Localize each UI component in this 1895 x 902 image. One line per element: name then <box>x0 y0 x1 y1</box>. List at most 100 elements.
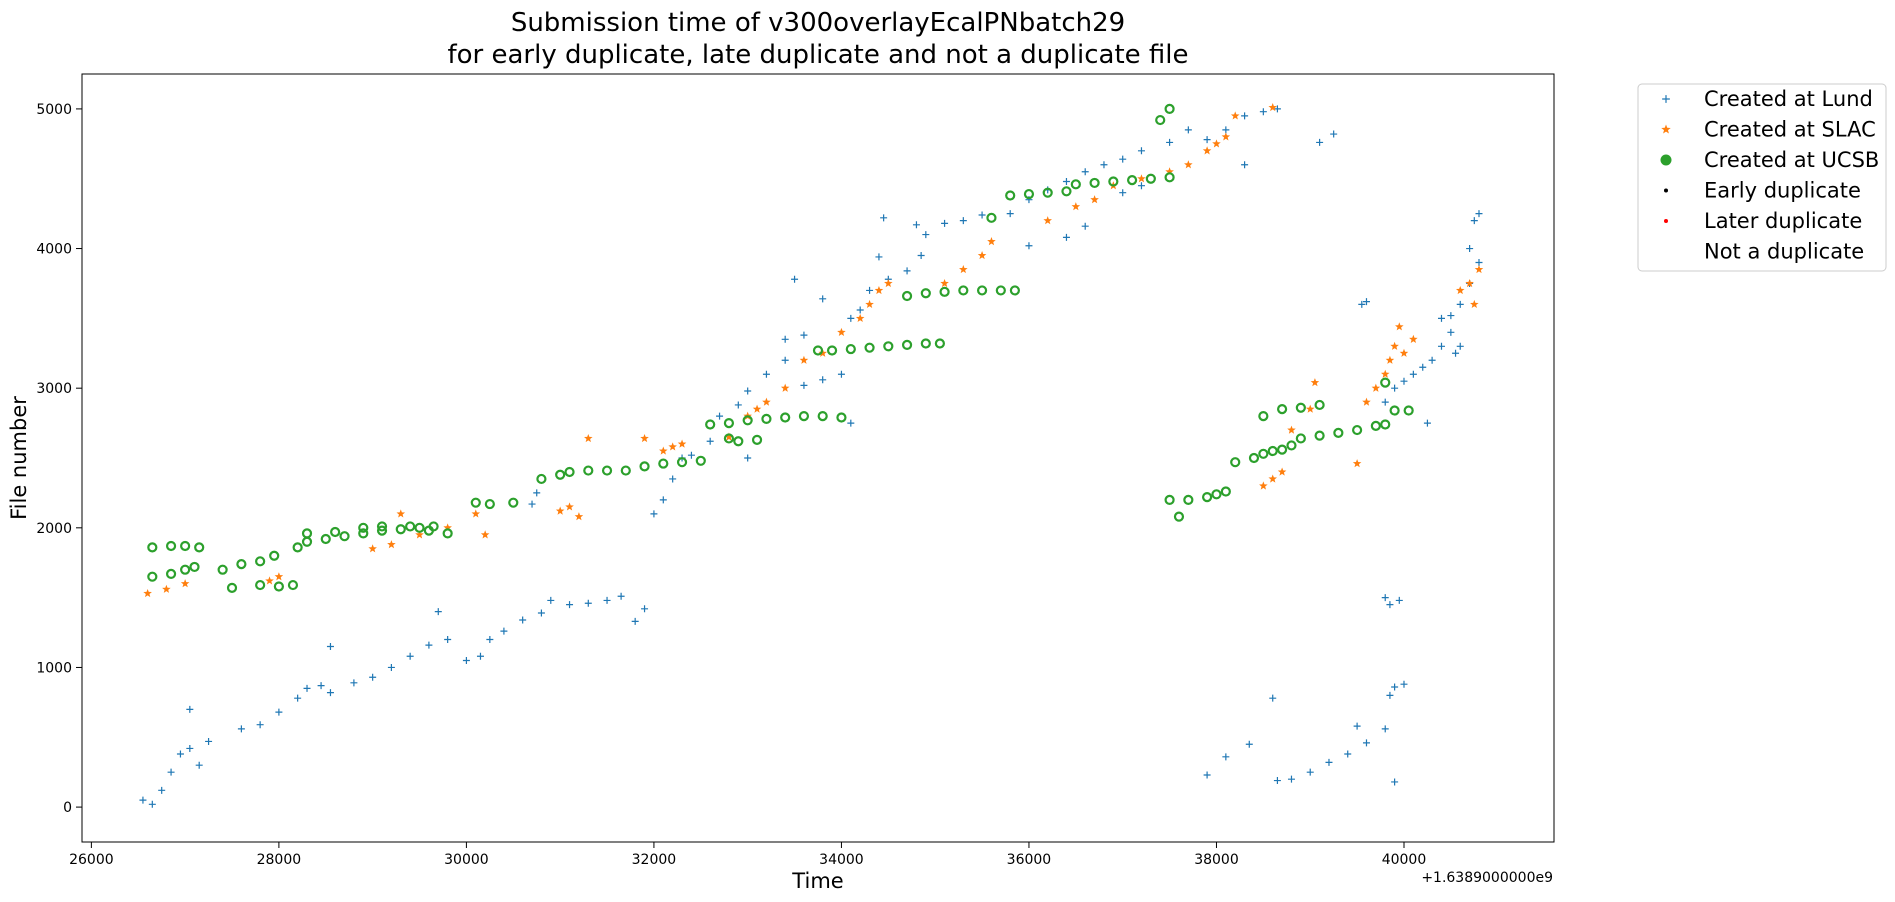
created-at-lund-point <box>1316 138 1324 146</box>
created-at-ucsb-point <box>1009 285 1020 296</box>
legend-label: Created at SLAC <box>1704 118 1876 142</box>
y-tick-label: 5000 <box>36 102 72 118</box>
created-at-lund-point <box>1437 314 1445 322</box>
created-at-lund-point <box>1381 398 1389 406</box>
created-at-ucsb-point <box>939 286 950 297</box>
created-at-slac-point <box>1465 278 1474 288</box>
created-at-lund-point <box>406 652 414 660</box>
created-at-lund-point <box>978 211 986 219</box>
created-at-ucsb-point <box>1286 440 1297 451</box>
created-at-ucsb-point <box>1295 433 1306 444</box>
created-at-slac-point <box>480 530 490 539</box>
created-at-lund-point <box>800 331 808 339</box>
created-at-lund-point <box>1273 105 1281 113</box>
created-at-lund-point <box>369 673 377 681</box>
created-at-lund-point <box>1358 300 1366 308</box>
created-at-lund-point <box>1081 222 1089 230</box>
created-at-lund-point <box>1400 377 1408 385</box>
created-at-ucsb-point <box>1314 430 1325 441</box>
created-at-slac-point <box>1268 103 1278 112</box>
created-at-ucsb-point <box>536 473 547 485</box>
y-tick-label: 3000 <box>36 381 72 397</box>
created-at-lund-point <box>1325 758 1333 766</box>
created-at-ucsb-point <box>761 413 772 425</box>
created-at-ucsb-point <box>986 212 997 223</box>
y-axis-label: File number <box>7 396 31 520</box>
created-at-ucsb-point <box>269 550 280 561</box>
created-at-slac-point <box>668 442 677 451</box>
created-at-lund-point <box>528 500 536 508</box>
created-at-slac-point <box>1184 160 1193 169</box>
created-at-lund-point <box>1245 740 1253 748</box>
created-at-ucsb-point <box>658 458 669 469</box>
created-at-slac-point <box>1385 355 1395 364</box>
created-at-lund-point <box>387 663 395 671</box>
created-at-lund-point <box>1423 419 1431 427</box>
created-at-ucsb-point <box>620 465 631 476</box>
created-at-ucsb-point <box>442 528 453 539</box>
created-at-lund-point <box>1400 680 1408 688</box>
created-at-slac-point <box>180 579 190 588</box>
created-at-lund-point <box>903 267 911 275</box>
created-at-slac-point <box>274 572 284 581</box>
created-at-slac-point <box>752 404 762 413</box>
created-at-slac-point <box>1352 459 1362 468</box>
created-at-lund-point <box>158 786 166 794</box>
created-at-slac-point <box>677 439 687 448</box>
created-at-ucsb-point <box>1173 511 1185 522</box>
created-at-lund-point <box>669 475 677 483</box>
created-at-ucsb-point <box>564 466 575 478</box>
created-at-lund-point <box>186 705 194 713</box>
created-at-ucsb-point <box>817 411 828 422</box>
created-at-lund-point <box>716 412 724 420</box>
created-at-lund-point <box>800 381 808 389</box>
created-at-lund-point <box>1475 259 1483 267</box>
created-at-ucsb-point <box>1164 103 1175 115</box>
created-at-ucsb-point <box>165 540 177 552</box>
created-at-ucsb-point <box>147 542 158 553</box>
created-at-lund-point <box>959 217 967 225</box>
created-at-lund-point <box>1475 210 1483 218</box>
created-at-slac-point <box>659 446 668 455</box>
legend-marker-2 <box>1660 154 1672 166</box>
created-at-ucsb-point <box>1061 186 1072 197</box>
created-at-lund-point <box>237 725 245 733</box>
created-at-ucsb-point <box>180 564 191 575</box>
created-at-slac-point <box>1371 383 1381 392</box>
created-at-slac-point <box>396 509 406 518</box>
created-at-slac-point <box>368 544 377 553</box>
created-at-lund-point <box>294 694 302 702</box>
created-at-lund-point <box>734 401 742 409</box>
created-at-lund-point <box>566 601 574 609</box>
created-at-slac-point <box>1474 264 1484 274</box>
created-at-lund-point <box>687 451 695 459</box>
created-at-ucsb-point <box>1211 489 1222 500</box>
y-tick-label: 2000 <box>36 521 72 537</box>
created-at-ucsb-point <box>995 285 1006 296</box>
created-at-lund-point <box>1456 300 1464 308</box>
created-at-lund-point <box>781 335 789 343</box>
created-at-slac-point <box>471 509 481 518</box>
created-at-lund-point <box>1119 155 1127 163</box>
created-at-lund-point <box>659 496 667 504</box>
y-tick-label: 4000 <box>36 242 72 258</box>
created-at-lund-point <box>462 656 470 664</box>
created-at-slac-point <box>780 383 790 392</box>
created-at-lund-point <box>1344 750 1352 758</box>
created-at-ucsb-point <box>484 498 495 510</box>
created-at-ucsb-point <box>901 290 913 302</box>
created-at-lund-point <box>856 306 864 314</box>
created-at-slac-point <box>855 313 865 322</box>
created-at-lund-point <box>1395 596 1403 604</box>
created-at-ucsb-point <box>1108 176 1119 187</box>
created-at-slac-point <box>1221 132 1231 141</box>
created-at-ucsb-point <box>1230 457 1241 468</box>
created-at-slac-point <box>959 264 968 274</box>
legend-frame <box>1637 83 1887 272</box>
created-at-ucsb-point <box>1155 114 1166 126</box>
created-at-lund-point <box>1452 349 1460 357</box>
created-at-ucsb-point <box>958 285 969 296</box>
created-at-slac-point <box>837 327 846 336</box>
created-at-lund-point <box>791 275 799 283</box>
created-at-lund-point <box>186 744 194 752</box>
